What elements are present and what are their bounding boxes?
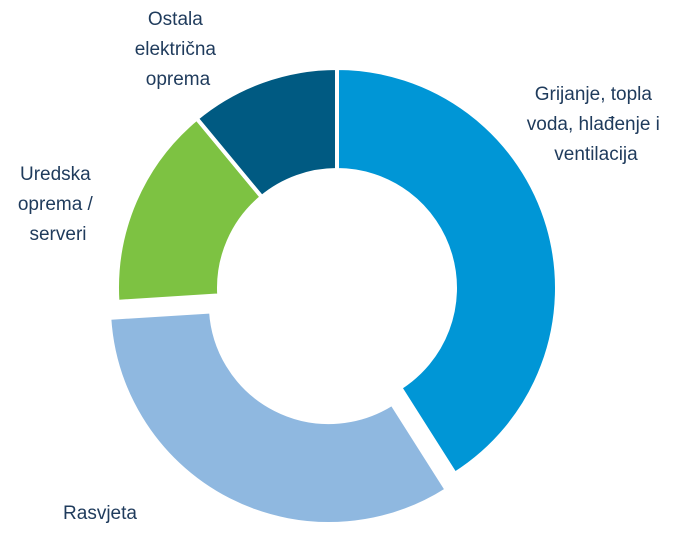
segment-label: Grijanje, topla voda, hlađenje i ventila… [527, 84, 665, 165]
label-line: Uredska [20, 164, 96, 185]
label-line: Rasvjeta [63, 503, 137, 524]
label-line: serveri [29, 224, 86, 245]
donut-segment [193, 65, 339, 200]
label-line: Ostala [148, 9, 208, 30]
label-line: ventilacija [554, 144, 638, 165]
label-line: Grijanje, topla [535, 84, 658, 105]
label-line: električna [135, 39, 222, 60]
donut-segment [335, 65, 559, 477]
label-line: voda, hlađenje i [527, 114, 665, 135]
donut-segment [107, 309, 450, 527]
segment-label: Rasvjeta [63, 503, 137, 524]
segment-label: Uredska oprema / serveri [18, 164, 98, 245]
label-line: oprema [146, 69, 211, 90]
label-line: oprema / [18, 194, 98, 215]
segment-label: Ostala električna oprema [135, 9, 222, 90]
